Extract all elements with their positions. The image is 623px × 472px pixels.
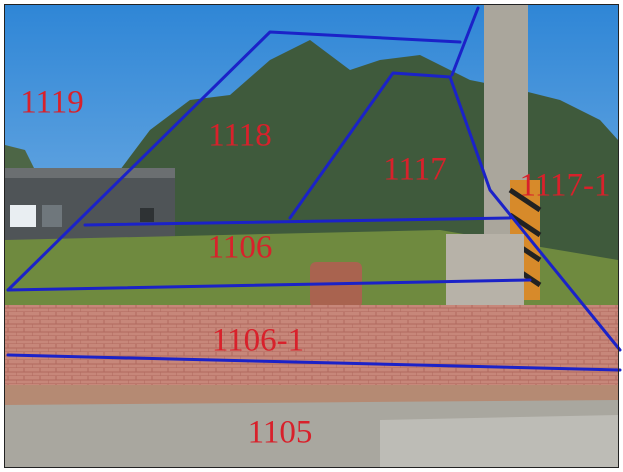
parcel-label: 1105	[248, 415, 313, 451]
parcel-label: 1106	[208, 230, 273, 266]
parcel-label: 1118	[208, 118, 272, 154]
parcel-label: 1117	[383, 152, 447, 188]
parcel-label: 1106-1	[212, 323, 304, 359]
parcel-label: 1117-1	[519, 168, 610, 204]
page: 1119 1118 1117 1117-1 1106 1106-1 1105 (…	[0, 0, 623, 472]
annotated-photo: 1119 1118 1117 1117-1 1106 1106-1 1105	[0, 0, 623, 472]
parcel-label: 1119	[20, 85, 84, 121]
